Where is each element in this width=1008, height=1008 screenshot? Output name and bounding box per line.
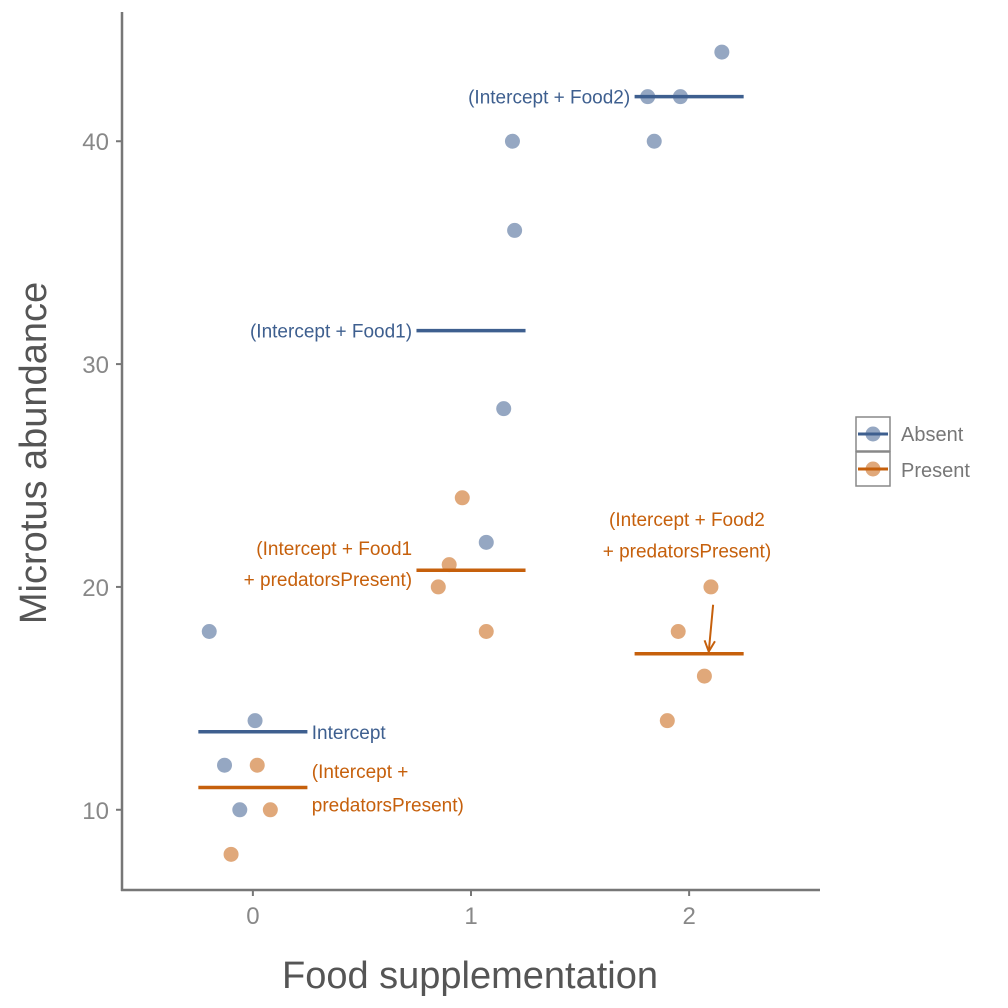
- fit-lines: [198, 94, 744, 790]
- annotation-label: (Intercept + Food1: [256, 539, 412, 560]
- annotation-label: Intercept: [312, 723, 387, 744]
- x-tick-label: 0: [246, 903, 259, 930]
- annotation-arrowhead: [703, 639, 716, 654]
- data-point-absent: [217, 757, 233, 773]
- legend: Absent Present: [855, 416, 970, 487]
- data-point-absent: [504, 133, 520, 149]
- data-point-present: [703, 579, 719, 595]
- annotation-label: (Intercept + Food2): [468, 88, 630, 109]
- data-point-present: [659, 713, 675, 729]
- annotation-label: + predatorsPresent): [603, 541, 771, 562]
- data-point-absent: [247, 713, 263, 729]
- data-points: [201, 44, 730, 862]
- data-point-present: [249, 757, 265, 773]
- annotation-label: (Intercept + Food2: [609, 510, 765, 531]
- y-axis-title: Microtus abundance: [13, 282, 55, 624]
- annotation-label: predatorsPresent): [312, 795, 464, 816]
- data-point-absent: [232, 802, 248, 818]
- x-tick-label: 2: [682, 903, 695, 930]
- legend-dot-present: [865, 461, 881, 477]
- data-point-present: [430, 579, 446, 595]
- legend-item-present: Present: [855, 451, 970, 487]
- data-point-absent: [714, 44, 730, 60]
- data-point-present: [454, 490, 470, 506]
- data-point-absent: [496, 401, 512, 417]
- data-point-absent: [507, 222, 523, 238]
- data-point-absent: [640, 89, 656, 105]
- annotation-label: (Intercept +: [312, 762, 409, 783]
- data-point-absent: [672, 89, 688, 105]
- data-point-present: [478, 624, 494, 640]
- legend-label-present: Present: [901, 460, 970, 482]
- y-tick-label: 10: [82, 798, 109, 825]
- y-tick-label: 40: [82, 129, 109, 156]
- data-point-present: [262, 802, 278, 818]
- x-axis-title: Food supplementation: [282, 955, 658, 997]
- axes: 0 1 2 10 20 30 40: [82, 12, 820, 930]
- y-tick-label: 20: [82, 575, 109, 602]
- x-tick-label: 1: [464, 903, 477, 930]
- annotations: Intercept (Intercept + predatorsPresent) (I…: [244, 88, 772, 817]
- data-point-present: [670, 624, 686, 640]
- annotation-label: + predatorsPresent): [244, 570, 412, 591]
- data-point-absent: [478, 534, 494, 550]
- legend-dot-absent: [865, 426, 881, 442]
- y-tick-label: 30: [82, 352, 109, 379]
- data-point-present: [696, 668, 712, 684]
- legend-item-absent: Absent: [855, 416, 964, 452]
- data-point-present: [223, 846, 239, 862]
- annotation-arrow: [707, 604, 715, 652]
- annotation-label: (Intercept + Food1): [250, 322, 412, 343]
- data-point-present: [441, 557, 457, 573]
- legend-label-absent: Absent: [901, 424, 964, 446]
- data-point-absent: [646, 133, 662, 149]
- data-point-absent: [201, 624, 217, 640]
